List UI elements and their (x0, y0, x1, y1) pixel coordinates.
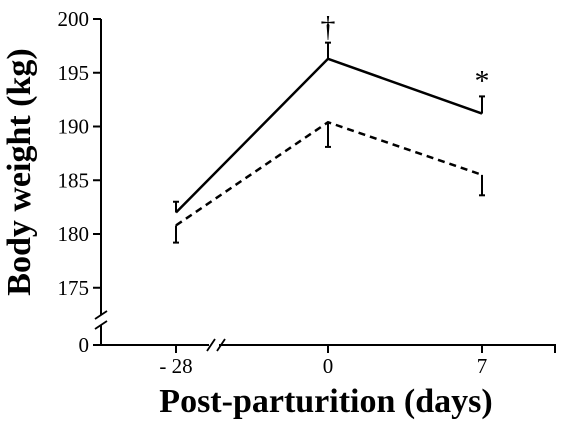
y-tick-label: 200 (58, 7, 90, 31)
significance-annotation: † (321, 11, 336, 44)
y-tick-label: 180 (58, 222, 90, 246)
y-tick-label: 0 (79, 333, 90, 357)
tick-labels: 0 175 180 185 190 195 200 - 28 0 7 (58, 7, 488, 378)
y-axis-break-mark (94, 320, 108, 330)
axes (93, 18, 556, 353)
y-axis-break-mark (94, 310, 108, 320)
x-axis-break-mark (206, 338, 216, 352)
y-tick-label: 190 (58, 115, 90, 139)
x-tick-label: 7 (477, 354, 488, 378)
y-axis-title: Body weight (kg) (1, 48, 38, 295)
x-tick-label: - 28 (159, 354, 192, 378)
y-tick-label: 175 (58, 276, 90, 300)
y-tick-label: 185 (58, 168, 90, 192)
significance-annotation: * (475, 64, 490, 97)
y-tick-label: 195 (58, 61, 90, 85)
x-axis-title: Post-parturition (days) (159, 383, 492, 420)
x-axis-break-mark (216, 338, 226, 352)
series-layer: †* (173, 11, 490, 244)
x-tick-label: 0 (323, 354, 334, 378)
